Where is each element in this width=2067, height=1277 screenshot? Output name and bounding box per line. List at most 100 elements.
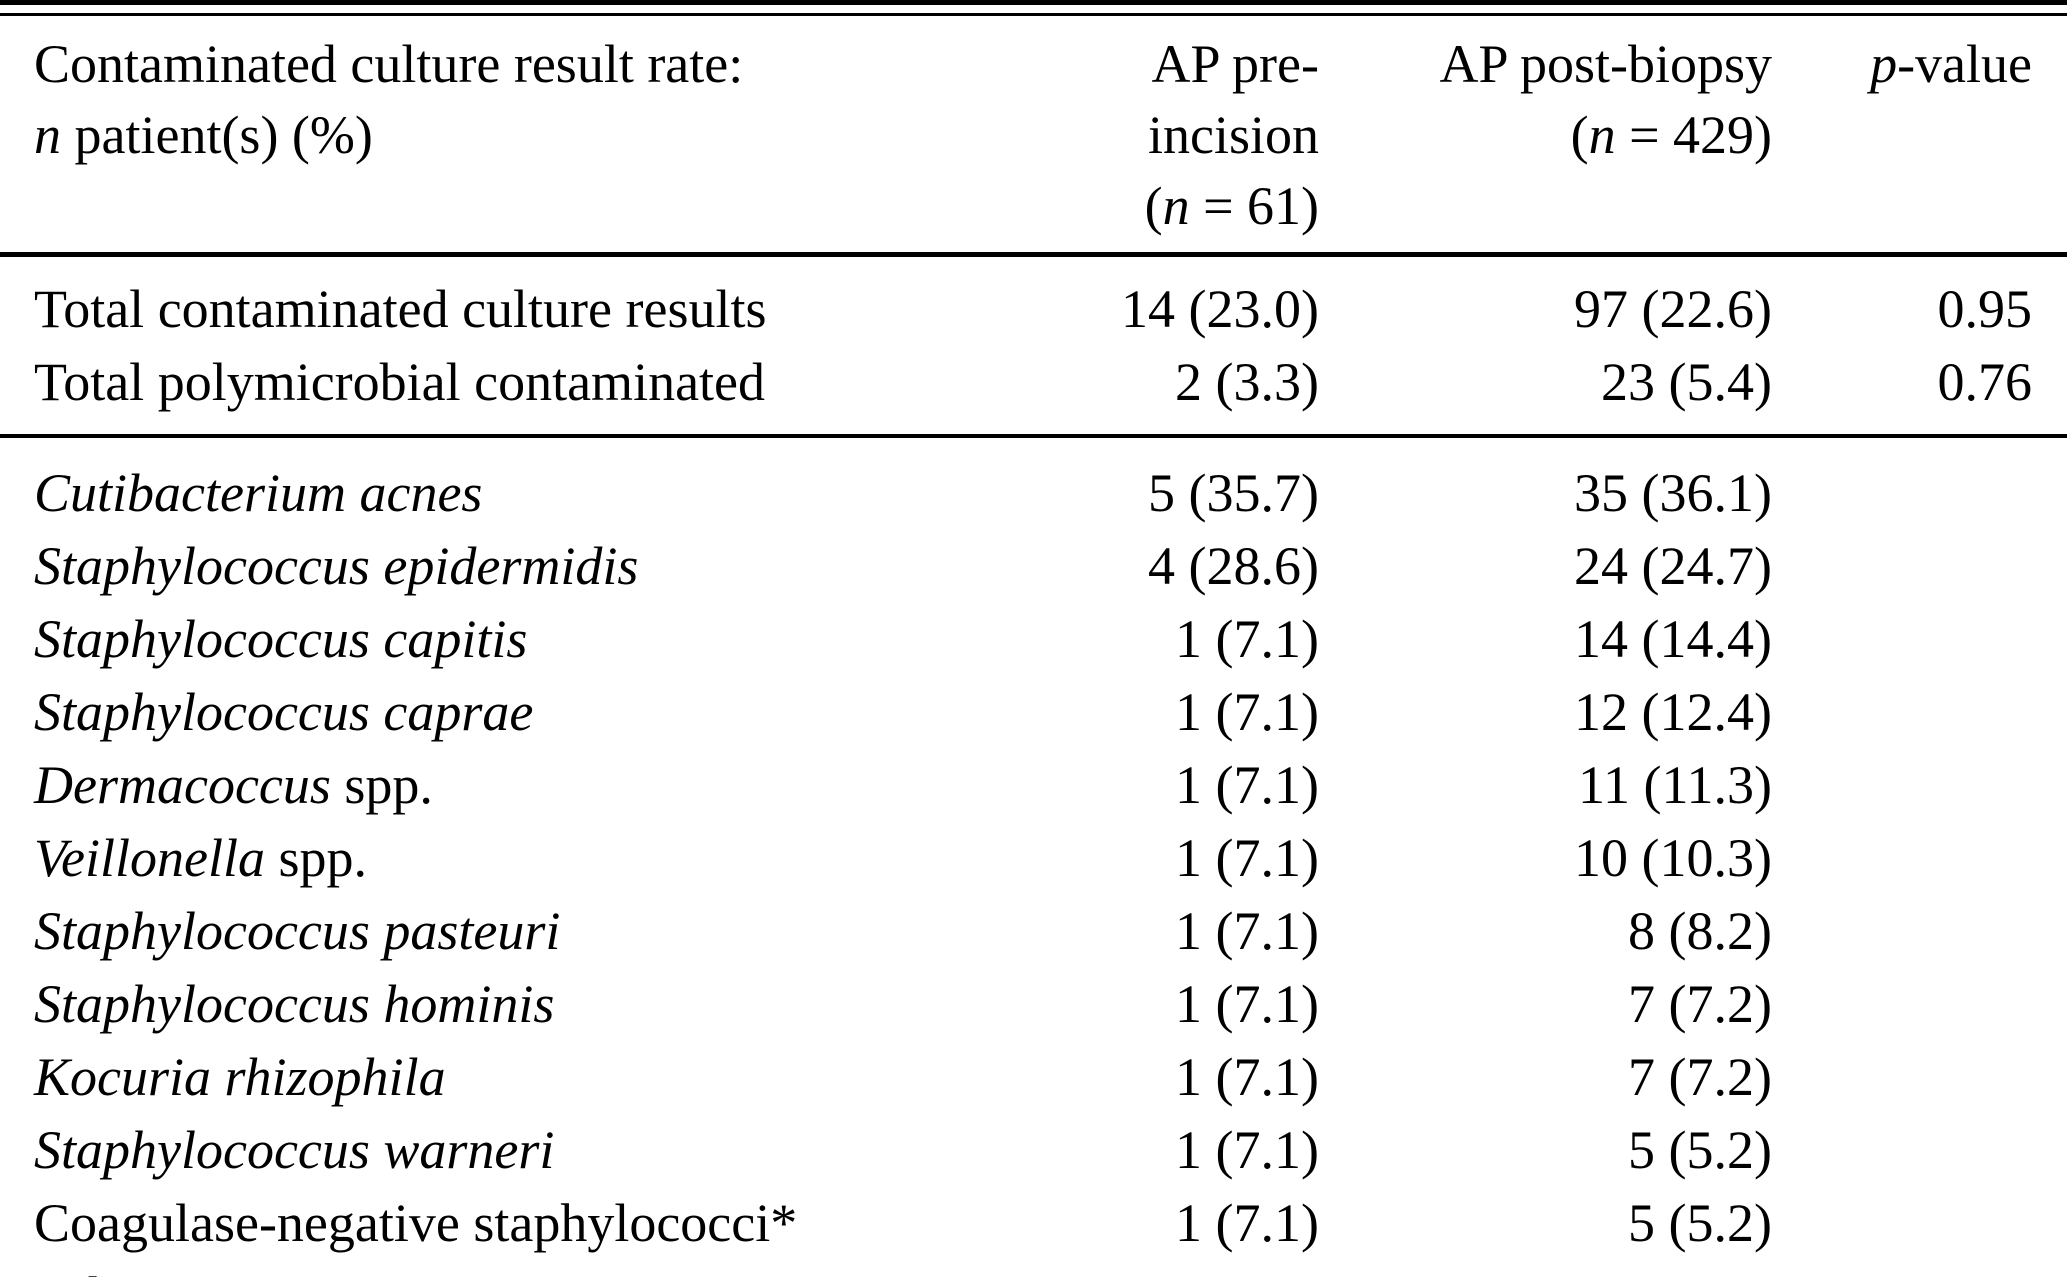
post-biopsy-value: 5 (5.2) — [1628, 1193, 1772, 1253]
pre-incision-value: 2 (3.3) — [1175, 352, 1319, 412]
header-pre-n-italic: n — [1162, 176, 1190, 236]
row-label: Staphylococcus epidermidis — [0, 530, 1020, 603]
species-name-rest: spp. — [264, 828, 367, 888]
header-post-n-italic: n — [1588, 105, 1616, 165]
header-pre-incision: AP pre-incision (n = 61) — [1020, 14, 1319, 257]
species-name-rest: Other microorganisms — [34, 1266, 517, 1277]
post-biopsy-value: 10 (10.3) — [1574, 828, 1772, 888]
table-row: Dermacoccus spp. 1 (7.1) 11 (11.3) — [0, 749, 2067, 822]
p-value — [1772, 436, 2067, 530]
species-name-rest: spp. — [330, 755, 433, 815]
p-value — [1772, 1187, 2067, 1260]
row-label: Total polymicrobial contaminated — [34, 352, 766, 412]
species-name-italic: Staphylococcus warneri — [34, 1120, 555, 1180]
species-name-italic: Staphylococcus capitis — [34, 609, 528, 669]
table-row: Staphylococcus hominis 1 (7.1) 7 (7.2) — [0, 968, 2067, 1041]
table-row: Staphylococcus pasteuri 1 (7.1) 8 (8.2) — [0, 895, 2067, 968]
contaminated-culture-table: Contaminated culture result rate: n patie… — [0, 13, 2067, 1277]
pre-incision-value: 1 (7.1) — [1175, 974, 1319, 1034]
post-biopsy-value: 12 (12.4) — [1574, 682, 1772, 742]
pre-incision-value: 4 (28.6) — [1148, 536, 1319, 596]
post-biopsy-value: 23 (5.4) — [1601, 352, 1772, 412]
p-value — [1772, 968, 2067, 1041]
pre-incision-value: 5 — [1020, 1260, 1319, 1277]
species-name-italic: Staphylococcus pasteuri — [34, 901, 561, 961]
p-value — [1772, 1114, 2067, 1187]
header-p-value: p-value — [1772, 14, 2067, 257]
pre-incision-value: 5 (35.7) — [1148, 463, 1319, 523]
species-name-italic: Staphylococcus caprae — [34, 682, 534, 742]
post-biopsy-value: 14 (14.4) — [1574, 609, 1772, 669]
species-name-rest: Coagulase-negative staphylococci* — [34, 1193, 798, 1253]
header-label-line1: Contaminated culture result rate: — [34, 34, 744, 94]
species-name-italic: Veillonella — [34, 828, 265, 888]
table-row: Total polymicrobial contaminated 2 (3.3)… — [0, 346, 2067, 436]
table-row: Staphylococcus capitis 1 (7.1) 14 (14.4) — [0, 603, 2067, 676]
pre-incision-value: 1 (7.1) — [1175, 682, 1319, 742]
row-label: Total contaminated culture results — [34, 279, 767, 339]
table-row: Other microorganisms 5 36 — [0, 1260, 2067, 1277]
p-value — [1772, 749, 2067, 822]
table-row: Staphylococcus caprae 1 (7.1) 12 (12.4) — [0, 676, 2067, 749]
post-biopsy-value: 35 (36.1) — [1574, 463, 1772, 523]
header-post-biopsy: AP post-biopsy (n = 429) — [1319, 14, 1772, 257]
pre-incision-value: 1 (7.1) — [1175, 755, 1319, 815]
species-name-italic: Staphylococcus hominis — [34, 974, 555, 1034]
row-label: Other microorganisms — [0, 1260, 1020, 1277]
pre-incision-value: 1 (7.1) — [1175, 609, 1319, 669]
p-value: 0.95 — [1937, 279, 2033, 339]
pre-incision-value: 14 (23.0) — [1121, 279, 1319, 339]
table-row: Kocuria rhizophila 1 (7.1) 7 (7.2) — [0, 1041, 2067, 1114]
header-pre-line1: AP pre-incision — [1148, 34, 1319, 165]
post-biopsy-value: 24 (24.7) — [1574, 536, 1772, 596]
row-label: Staphylococcus pasteuri — [0, 895, 1020, 968]
row-label: Staphylococcus warneri — [0, 1114, 1020, 1187]
header-post-line1: AP post-biopsy — [1439, 34, 1772, 94]
table-header: Contaminated culture result rate: n patie… — [0, 14, 2067, 257]
species-section: Cutibacterium acnes 5 (35.7) 35 (36.1) S… — [0, 436, 2067, 1277]
p-value — [1772, 676, 2067, 749]
post-biopsy-value: 36 — [1319, 1260, 1772, 1277]
table-row: Veillonella spp. 1 (7.1) 10 (10.3) — [0, 822, 2067, 895]
table-row: Staphylococcus warneri 1 (7.1) 5 (5.2) — [0, 1114, 2067, 1187]
post-biopsy-value: 5 (5.2) — [1628, 1120, 1772, 1180]
p-value — [1772, 530, 2067, 603]
header-pre-paren: ( — [1144, 176, 1163, 236]
post-biopsy-value: 11 (11.3) — [1578, 755, 1772, 815]
post-biopsy-value: 97 (22.6) — [1574, 279, 1772, 339]
pre-incision-value: 1 (7.1) — [1175, 1193, 1319, 1253]
p-value — [1772, 603, 2067, 676]
row-label: Kocuria rhizophila — [0, 1041, 1020, 1114]
header-pre-count: = 61) — [1189, 176, 1319, 236]
p-value — [1772, 822, 2067, 895]
row-label: Staphylococcus caprae — [0, 676, 1020, 749]
row-label: Cutibacterium acnes — [0, 436, 1020, 530]
header-label-line2-rest: patient(s) (%) — [61, 105, 373, 165]
header-row: Contaminated culture result rate: n patie… — [0, 14, 2067, 257]
pre-incision-value: 1 (7.1) — [1175, 1047, 1319, 1107]
p-value: 0.76 — [1937, 352, 2033, 412]
p-value — [1772, 895, 2067, 968]
row-label: Coagulase-negative staphylococci* — [0, 1187, 1020, 1260]
table-row: Cutibacterium acnes 5 (35.7) 35 (36.1) — [0, 436, 2067, 530]
post-biopsy-value: 7 (7.2) — [1628, 1047, 1772, 1107]
pre-incision-value: 1 (7.1) — [1175, 1120, 1319, 1180]
header-p-rest: -value — [1897, 34, 2032, 94]
species-name-italic: Dermacoccus — [34, 755, 331, 815]
post-biopsy-value: 7 (7.2) — [1628, 974, 1772, 1034]
table-row: Coagulase-negative staphylococci* 1 (7.1… — [0, 1187, 2067, 1260]
row-label: Staphylococcus hominis — [0, 968, 1020, 1041]
table-row: Total contaminated culture results 14 (2… — [0, 255, 2067, 347]
p-value — [1772, 1260, 2067, 1277]
species-name-italic: Staphylococcus epidermidis — [34, 536, 639, 596]
row-label: Veillonella spp. — [0, 822, 1020, 895]
header-post-count: = 429) — [1615, 105, 1772, 165]
top-rule-gap — [0, 5, 2067, 13]
species-name-italic: Kocuria rhizophila — [34, 1047, 446, 1107]
row-label: Dermacoccus spp. — [0, 749, 1020, 822]
pre-incision-value: 1 (7.1) — [1175, 901, 1319, 961]
header-post-paren: ( — [1570, 105, 1589, 165]
species-name-italic: Cutibacterium acnes — [34, 463, 483, 523]
totals-section: Total contaminated culture results 14 (2… — [0, 255, 2067, 436]
